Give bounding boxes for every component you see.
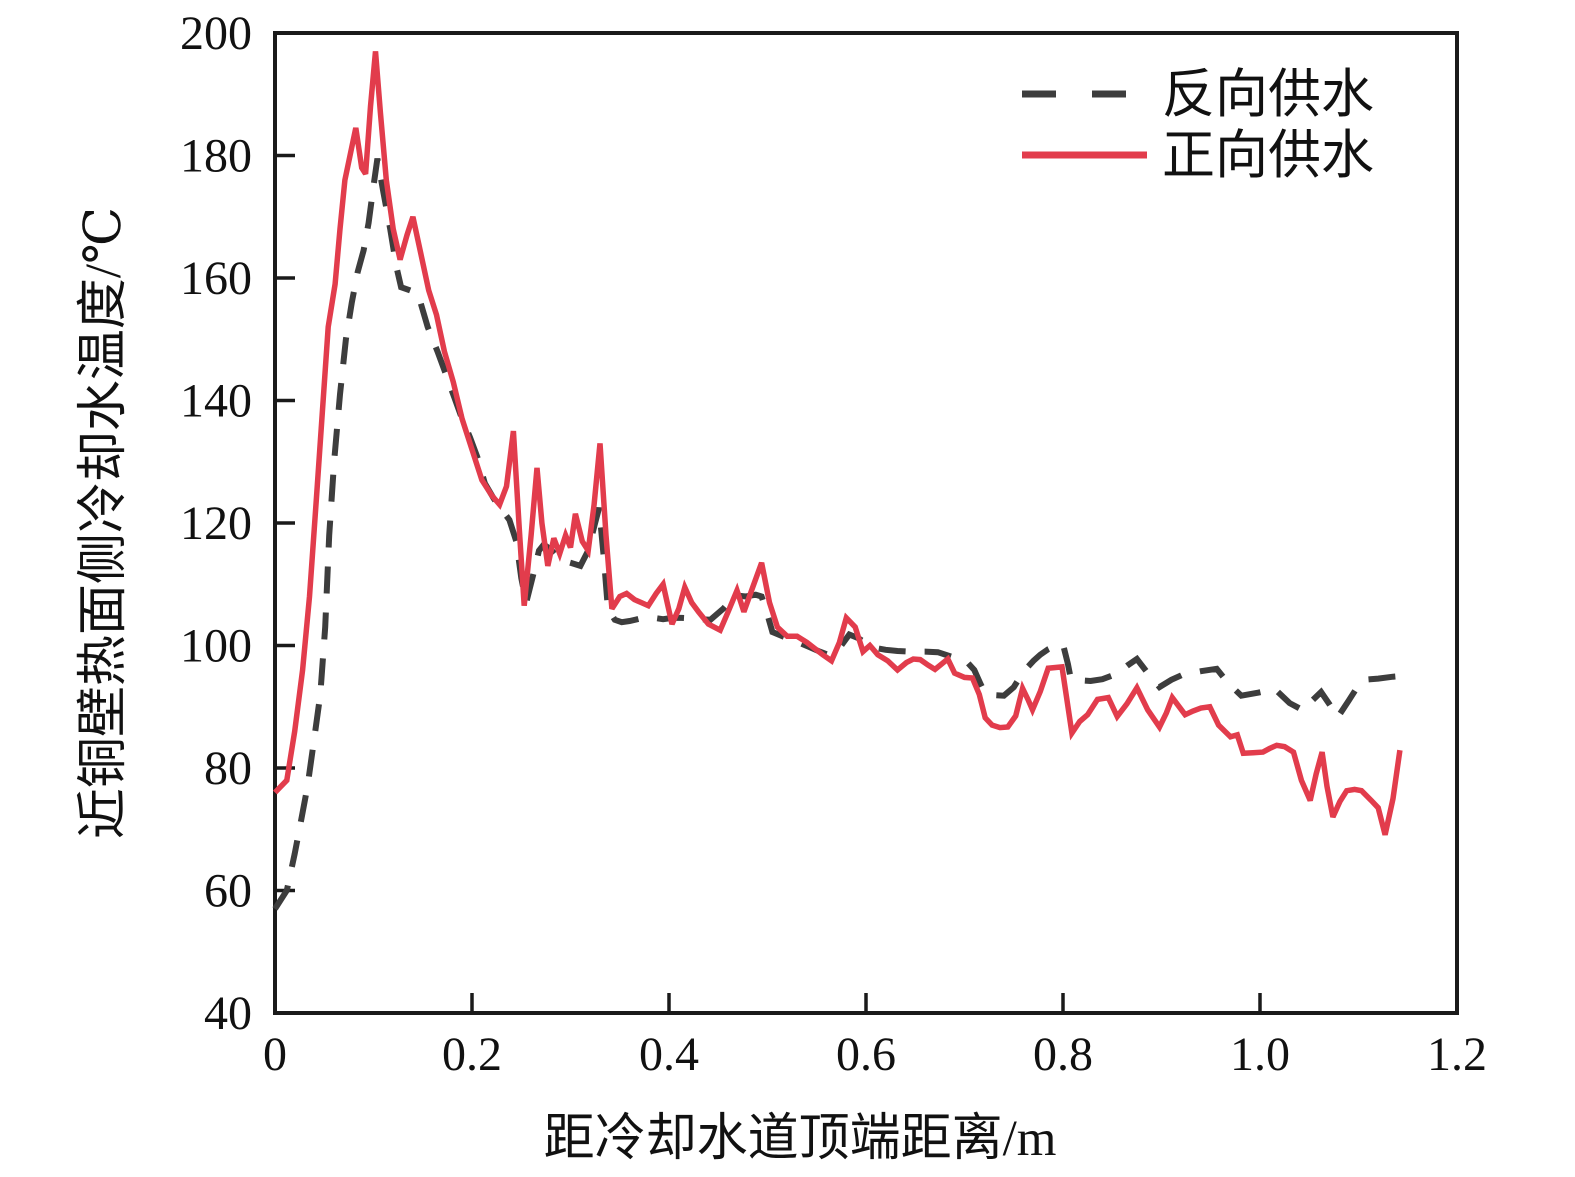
data-series bbox=[272, 51, 1403, 911]
y-axis-ticks: 40 60 80 100 120 140 160 180 200 bbox=[180, 7, 295, 1040]
y-tick-label: 120 bbox=[180, 497, 252, 550]
x-tick-label: 0.4 bbox=[639, 1028, 699, 1081]
legend: 反向供水 正向供水 bbox=[1022, 66, 1374, 185]
y-tick-label: 100 bbox=[180, 620, 252, 673]
x-tick-label: 0.2 bbox=[442, 1028, 502, 1081]
x-tick-label: 1.2 bbox=[1427, 1028, 1487, 1081]
series-line-forward-supply bbox=[273, 51, 1403, 836]
x-tick-label: 0.8 bbox=[1033, 1028, 1093, 1081]
legend-label-reverse-supply: 反向供水 bbox=[1162, 66, 1374, 124]
y-axis-label: 近铜壁热面侧冷却水温度/℃ bbox=[76, 207, 132, 839]
y-tick-label: 140 bbox=[180, 375, 252, 428]
y-tick-label: 160 bbox=[180, 252, 252, 305]
y-tick-label: 40 bbox=[204, 987, 252, 1040]
x-tick-label: 1.0 bbox=[1230, 1028, 1290, 1081]
plot-border bbox=[273, 31, 1459, 1015]
y-tick-label: 60 bbox=[204, 865, 252, 918]
y-tick-label: 200 bbox=[180, 7, 252, 60]
series-line-reverse-supply bbox=[272, 158, 1401, 911]
x-tick-label: 0 bbox=[263, 1028, 287, 1081]
x-axis-label: 距冷却水道顶端距离/m bbox=[544, 1111, 1057, 1167]
legend-label-forward-supply: 正向供水 bbox=[1162, 127, 1374, 185]
x-axis-ticks: 0 0.2 0.4 0.6 0.8 1.0 1.2 bbox=[263, 993, 1487, 1081]
y-tick-label: 80 bbox=[204, 742, 252, 795]
y-tick-label: 180 bbox=[180, 130, 252, 183]
x-tick-label: 0.6 bbox=[836, 1028, 896, 1081]
